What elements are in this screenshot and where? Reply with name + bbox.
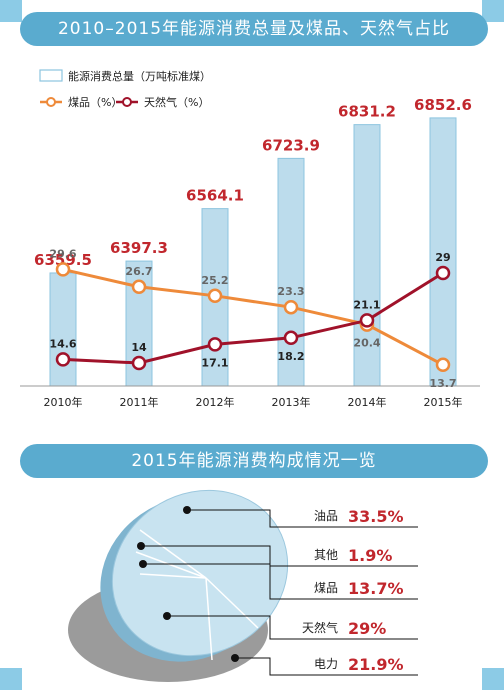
callout-line bbox=[235, 657, 418, 676]
chart-title-banner: 2010–2015年能源消费总量及煤品、天然气占比 bbox=[20, 12, 488, 46]
x-tick-label: 2015年 bbox=[424, 395, 463, 409]
slice-name-label: 其他 bbox=[314, 548, 338, 562]
legend-bar-label: 能源消费总量（万吨标准煤） bbox=[68, 69, 211, 83]
legend-coal-label: 煤品（%） bbox=[68, 96, 122, 109]
corner-decoration bbox=[0, 668, 22, 690]
energy-structure-pie: 油品 33.5% 其他 1.9% 煤品 13.7% 天然气 29% 电力 21.9% bbox=[68, 489, 418, 682]
coal-value-label: 20.4 bbox=[353, 337, 380, 350]
coal-point bbox=[435, 357, 451, 373]
gas-line bbox=[62, 271, 444, 365]
gas-value-label: 29 bbox=[435, 251, 450, 264]
gas-value-label: 14 bbox=[131, 341, 147, 354]
slice-name-label: 电力 bbox=[314, 657, 338, 671]
coal-value-label: 23.3 bbox=[277, 285, 304, 298]
x-tick-label: 2013年 bbox=[272, 395, 311, 409]
coal-value-label: 29.6 bbox=[49, 247, 76, 260]
slice-divider bbox=[205, 577, 213, 661]
slice-value-label: 33.5% bbox=[348, 507, 404, 526]
gas-value-label: 14.6 bbox=[49, 337, 76, 350]
slice-name-label: 油品 bbox=[314, 509, 338, 523]
coal-line bbox=[62, 267, 444, 367]
bar-value-label: 6397.3 bbox=[110, 239, 168, 257]
legend-gas-marker bbox=[122, 97, 132, 107]
coal-point bbox=[283, 299, 299, 315]
slice-divider bbox=[135, 551, 207, 579]
gas-point bbox=[131, 355, 147, 371]
callout-line bbox=[167, 615, 418, 640]
slice-value-label: 21.9% bbox=[348, 655, 404, 674]
x-tick-label: 2014年 bbox=[348, 395, 387, 409]
bar bbox=[49, 272, 77, 387]
gas-point bbox=[207, 337, 223, 352]
bar-value-label: 6852.6 bbox=[414, 96, 472, 114]
slice-name-label: 天然气 bbox=[302, 620, 338, 635]
bar-value-label: 6359.5 bbox=[34, 251, 92, 269]
x-tick-label: 2010年 bbox=[44, 395, 83, 409]
coal-value-label: 13.7 bbox=[429, 377, 456, 390]
coal-value-label: 26.7 bbox=[125, 265, 152, 278]
corner-decoration bbox=[482, 0, 504, 22]
slice-divider bbox=[139, 529, 207, 579]
gas-point bbox=[359, 313, 375, 328]
slice-value-label: 29% bbox=[348, 619, 386, 638]
corner-decoration bbox=[482, 668, 504, 690]
energy-consumption-chart: 能源消费总量（万吨标准煤） 煤品（%） 天然气（%） 6359.5 6397.3 6564… bbox=[20, 69, 480, 409]
pie-title-banner: 2015年能源消费构成情况一览 bbox=[20, 444, 488, 478]
bar bbox=[429, 117, 457, 387]
gas-value-label: 18.2 bbox=[277, 350, 304, 363]
slice-divider bbox=[205, 577, 259, 629]
callout-line bbox=[141, 545, 418, 567]
bar-value-label: 6723.9 bbox=[262, 136, 320, 154]
bar bbox=[277, 157, 305, 387]
slice-name-label: 煤品 bbox=[314, 581, 338, 595]
bar-value-label: 6564.1 bbox=[186, 187, 244, 205]
slice-divider bbox=[139, 573, 207, 579]
coal-point bbox=[131, 279, 147, 295]
coal-point bbox=[207, 288, 223, 304]
corner-decoration bbox=[0, 0, 22, 22]
bar bbox=[353, 124, 381, 387]
gas-value-label: 21.1 bbox=[353, 298, 380, 311]
coal-value-label: 25.2 bbox=[201, 274, 228, 287]
gas-value-label: 17.1 bbox=[201, 356, 228, 369]
legend-gas-label: 天然气（%） bbox=[144, 95, 209, 109]
gas-point bbox=[283, 330, 299, 346]
coal-point bbox=[55, 262, 71, 277]
callout-line bbox=[143, 563, 418, 600]
x-tick-label: 2011年 bbox=[120, 395, 159, 409]
legend-bar-swatch bbox=[39, 69, 63, 82]
slice-value-label: 13.7% bbox=[348, 579, 404, 598]
bar-value-label: 6831.2 bbox=[338, 103, 396, 121]
callout-line bbox=[187, 509, 418, 528]
gas-point bbox=[435, 265, 451, 281]
slice-value-label: 1.9% bbox=[348, 546, 392, 565]
gas-point bbox=[55, 352, 71, 367]
x-tick-label: 2012年 bbox=[196, 395, 235, 409]
legend-coal-marker bbox=[46, 97, 56, 107]
